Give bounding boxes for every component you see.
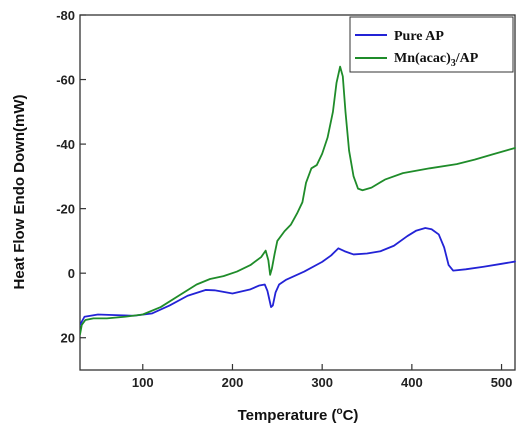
legend: Pure AP Mn(acac)3/AP xyxy=(349,16,514,73)
series-lines xyxy=(80,65,516,336)
y-axis-label: Heat Flow Endo Down(mW) xyxy=(11,95,28,290)
x-axis-ticks: 100 200 300 400 500 xyxy=(132,364,512,390)
y-tick-label: 0 xyxy=(68,266,75,281)
y-tick-label: -60 xyxy=(56,73,75,88)
x-tick-label: 200 xyxy=(222,375,244,390)
legend-box xyxy=(349,16,514,73)
x-tick-label: 300 xyxy=(311,375,333,390)
x-tick-label: 100 xyxy=(132,375,154,390)
y-tick-label: 20 xyxy=(61,331,75,346)
series-line-pure-ap xyxy=(80,227,516,326)
legend-label-pure-ap: Pure AP xyxy=(394,29,444,44)
y-tick-label: -20 xyxy=(56,202,75,217)
y-tick-label: -80 xyxy=(56,8,75,23)
plot-frame xyxy=(79,14,516,371)
x-tick-label: 500 xyxy=(491,375,513,390)
legend-label-mn-acac3-ap: Mn(acac)3/AP xyxy=(394,51,479,69)
y-axis-ticks: -80 -60 -40 -20 0 20 xyxy=(56,8,86,346)
series-line-mn-acac3-ap xyxy=(80,65,516,336)
x-axis-label: Temperature (oC) xyxy=(238,406,359,424)
y-tick-label: -40 xyxy=(56,137,75,152)
x-tick-label: 400 xyxy=(401,375,423,390)
